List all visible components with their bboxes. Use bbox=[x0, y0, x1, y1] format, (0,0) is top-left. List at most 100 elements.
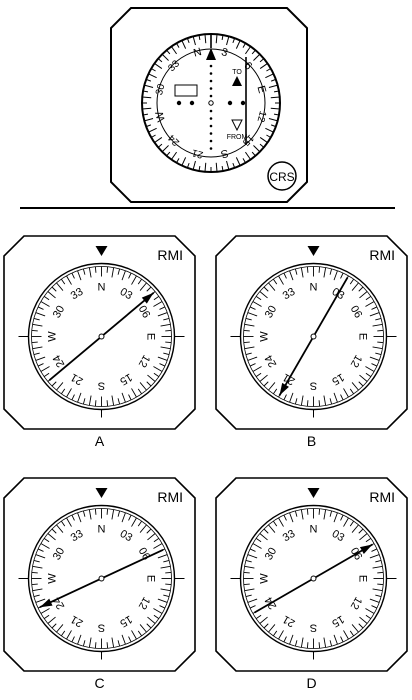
rmi-tick bbox=[137, 388, 143, 395]
rmi-tick bbox=[51, 381, 57, 387]
rmi-tick bbox=[47, 616, 56, 624]
rmi-ring-label: E bbox=[357, 575, 369, 582]
rmi-tick bbox=[56, 624, 64, 633]
option-letter: B bbox=[307, 433, 316, 449]
rmi-ring-label: N bbox=[310, 524, 318, 536]
rmi-tick bbox=[283, 272, 287, 279]
option-letter: D bbox=[306, 675, 316, 691]
rmi-tick bbox=[111, 395, 115, 406]
rmi-center bbox=[310, 333, 317, 340]
rmi-ring-label: 03 bbox=[330, 528, 347, 545]
rmi-tick bbox=[35, 554, 46, 559]
rmi-tick bbox=[272, 278, 278, 285]
rmi-tick bbox=[163, 594, 170, 598]
hsi-tick bbox=[259, 63, 268, 69]
rmi-tick bbox=[323, 395, 327, 406]
aircraft-symbol bbox=[174, 84, 198, 97]
rmi-tick bbox=[160, 588, 171, 592]
rmi-lubber-icon bbox=[95, 488, 108, 498]
rmi-tick bbox=[278, 517, 284, 527]
rmi-tick bbox=[318, 642, 321, 649]
rmi-tick bbox=[40, 543, 50, 549]
rmi-tick bbox=[153, 608, 163, 614]
cdi-center bbox=[208, 100, 214, 106]
rmi-tick bbox=[117, 640, 121, 647]
hsi-tick bbox=[268, 84, 278, 88]
rmi-tick bbox=[32, 323, 43, 327]
rmi-tick bbox=[371, 548, 378, 552]
hsi-tick bbox=[242, 158, 246, 164]
rmi-tick bbox=[66, 517, 72, 527]
rmi-tick bbox=[157, 598, 168, 603]
rmi-tick bbox=[153, 543, 163, 549]
rmi-tick bbox=[153, 537, 160, 543]
hsi-tick bbox=[221, 165, 224, 172]
hsi-tick bbox=[259, 143, 265, 148]
rmi-tick bbox=[77, 270, 82, 281]
rmi-ring-label: 03 bbox=[118, 286, 135, 303]
hsi-compass-ticks bbox=[142, 34, 280, 172]
rmi-tick bbox=[131, 630, 137, 640]
hsi-tick bbox=[270, 78, 277, 82]
rmi-tick bbox=[255, 537, 262, 543]
rmi-tick bbox=[247, 598, 258, 603]
course-deviation-dots bbox=[176, 64, 246, 150]
hsi-tick bbox=[270, 96, 280, 99]
rmi-tick bbox=[31, 583, 38, 586]
cdi-dot bbox=[227, 100, 233, 106]
hsi-ring-label: E bbox=[254, 84, 267, 94]
rmi-tick bbox=[153, 301, 163, 307]
rmi-title: RMI bbox=[157, 247, 183, 263]
rmi-tick bbox=[159, 363, 166, 367]
rmi-tick bbox=[377, 329, 384, 332]
rmi-tick bbox=[318, 266, 321, 273]
rmi-tick bbox=[111, 267, 115, 278]
rmi-tick bbox=[146, 286, 152, 292]
rmi-tick bbox=[283, 636, 287, 643]
rmi-lubber-icon bbox=[307, 488, 320, 498]
crs-knob[interactable]: CRS bbox=[267, 161, 297, 191]
rmi-tick bbox=[244, 346, 255, 350]
rmi-ring-label: 33 bbox=[281, 286, 298, 303]
rmi-ring-label: W bbox=[259, 331, 271, 342]
rmi-ring-label: 06 bbox=[136, 546, 153, 563]
rmi-tick bbox=[272, 520, 278, 527]
rmi-tick bbox=[306, 508, 309, 515]
rmi-tick bbox=[128, 394, 132, 401]
hsi-tick bbox=[242, 42, 246, 48]
hsi-tick bbox=[145, 124, 152, 128]
hsi-tick bbox=[253, 145, 261, 153]
rmi-ring-label: W bbox=[259, 573, 271, 584]
rmi-tick bbox=[71, 636, 75, 643]
rmi-tick bbox=[252, 301, 262, 307]
rmi-tick bbox=[283, 514, 287, 521]
rmi-tick bbox=[263, 528, 269, 534]
cdi-dot bbox=[209, 117, 213, 120]
rmi-ring-label: 06 bbox=[136, 304, 153, 321]
rmi-tick bbox=[147, 616, 156, 624]
rmi-tick bbox=[71, 394, 75, 401]
rmi-tick bbox=[359, 533, 368, 541]
hsi-tick bbox=[235, 157, 241, 166]
rmi-tick bbox=[243, 583, 250, 586]
rmi-tick bbox=[247, 356, 258, 361]
hsi-tick bbox=[161, 145, 169, 153]
rmi-tick bbox=[139, 624, 147, 633]
rmi-tick bbox=[300, 509, 304, 520]
hsi-tick bbox=[150, 134, 156, 138]
hsi-tick bbox=[157, 58, 163, 63]
cdi-dot bbox=[209, 64, 213, 68]
rmi-tick bbox=[77, 392, 82, 403]
rmi-tick bbox=[31, 341, 38, 344]
rmi-tick bbox=[131, 275, 137, 285]
rmi-tick bbox=[121, 634, 126, 645]
rmi-tick bbox=[243, 341, 250, 344]
rmi-tick bbox=[128, 272, 132, 279]
rmi-tick bbox=[263, 286, 269, 292]
rmi-tick bbox=[32, 565, 43, 569]
option-letter: C bbox=[94, 675, 104, 691]
